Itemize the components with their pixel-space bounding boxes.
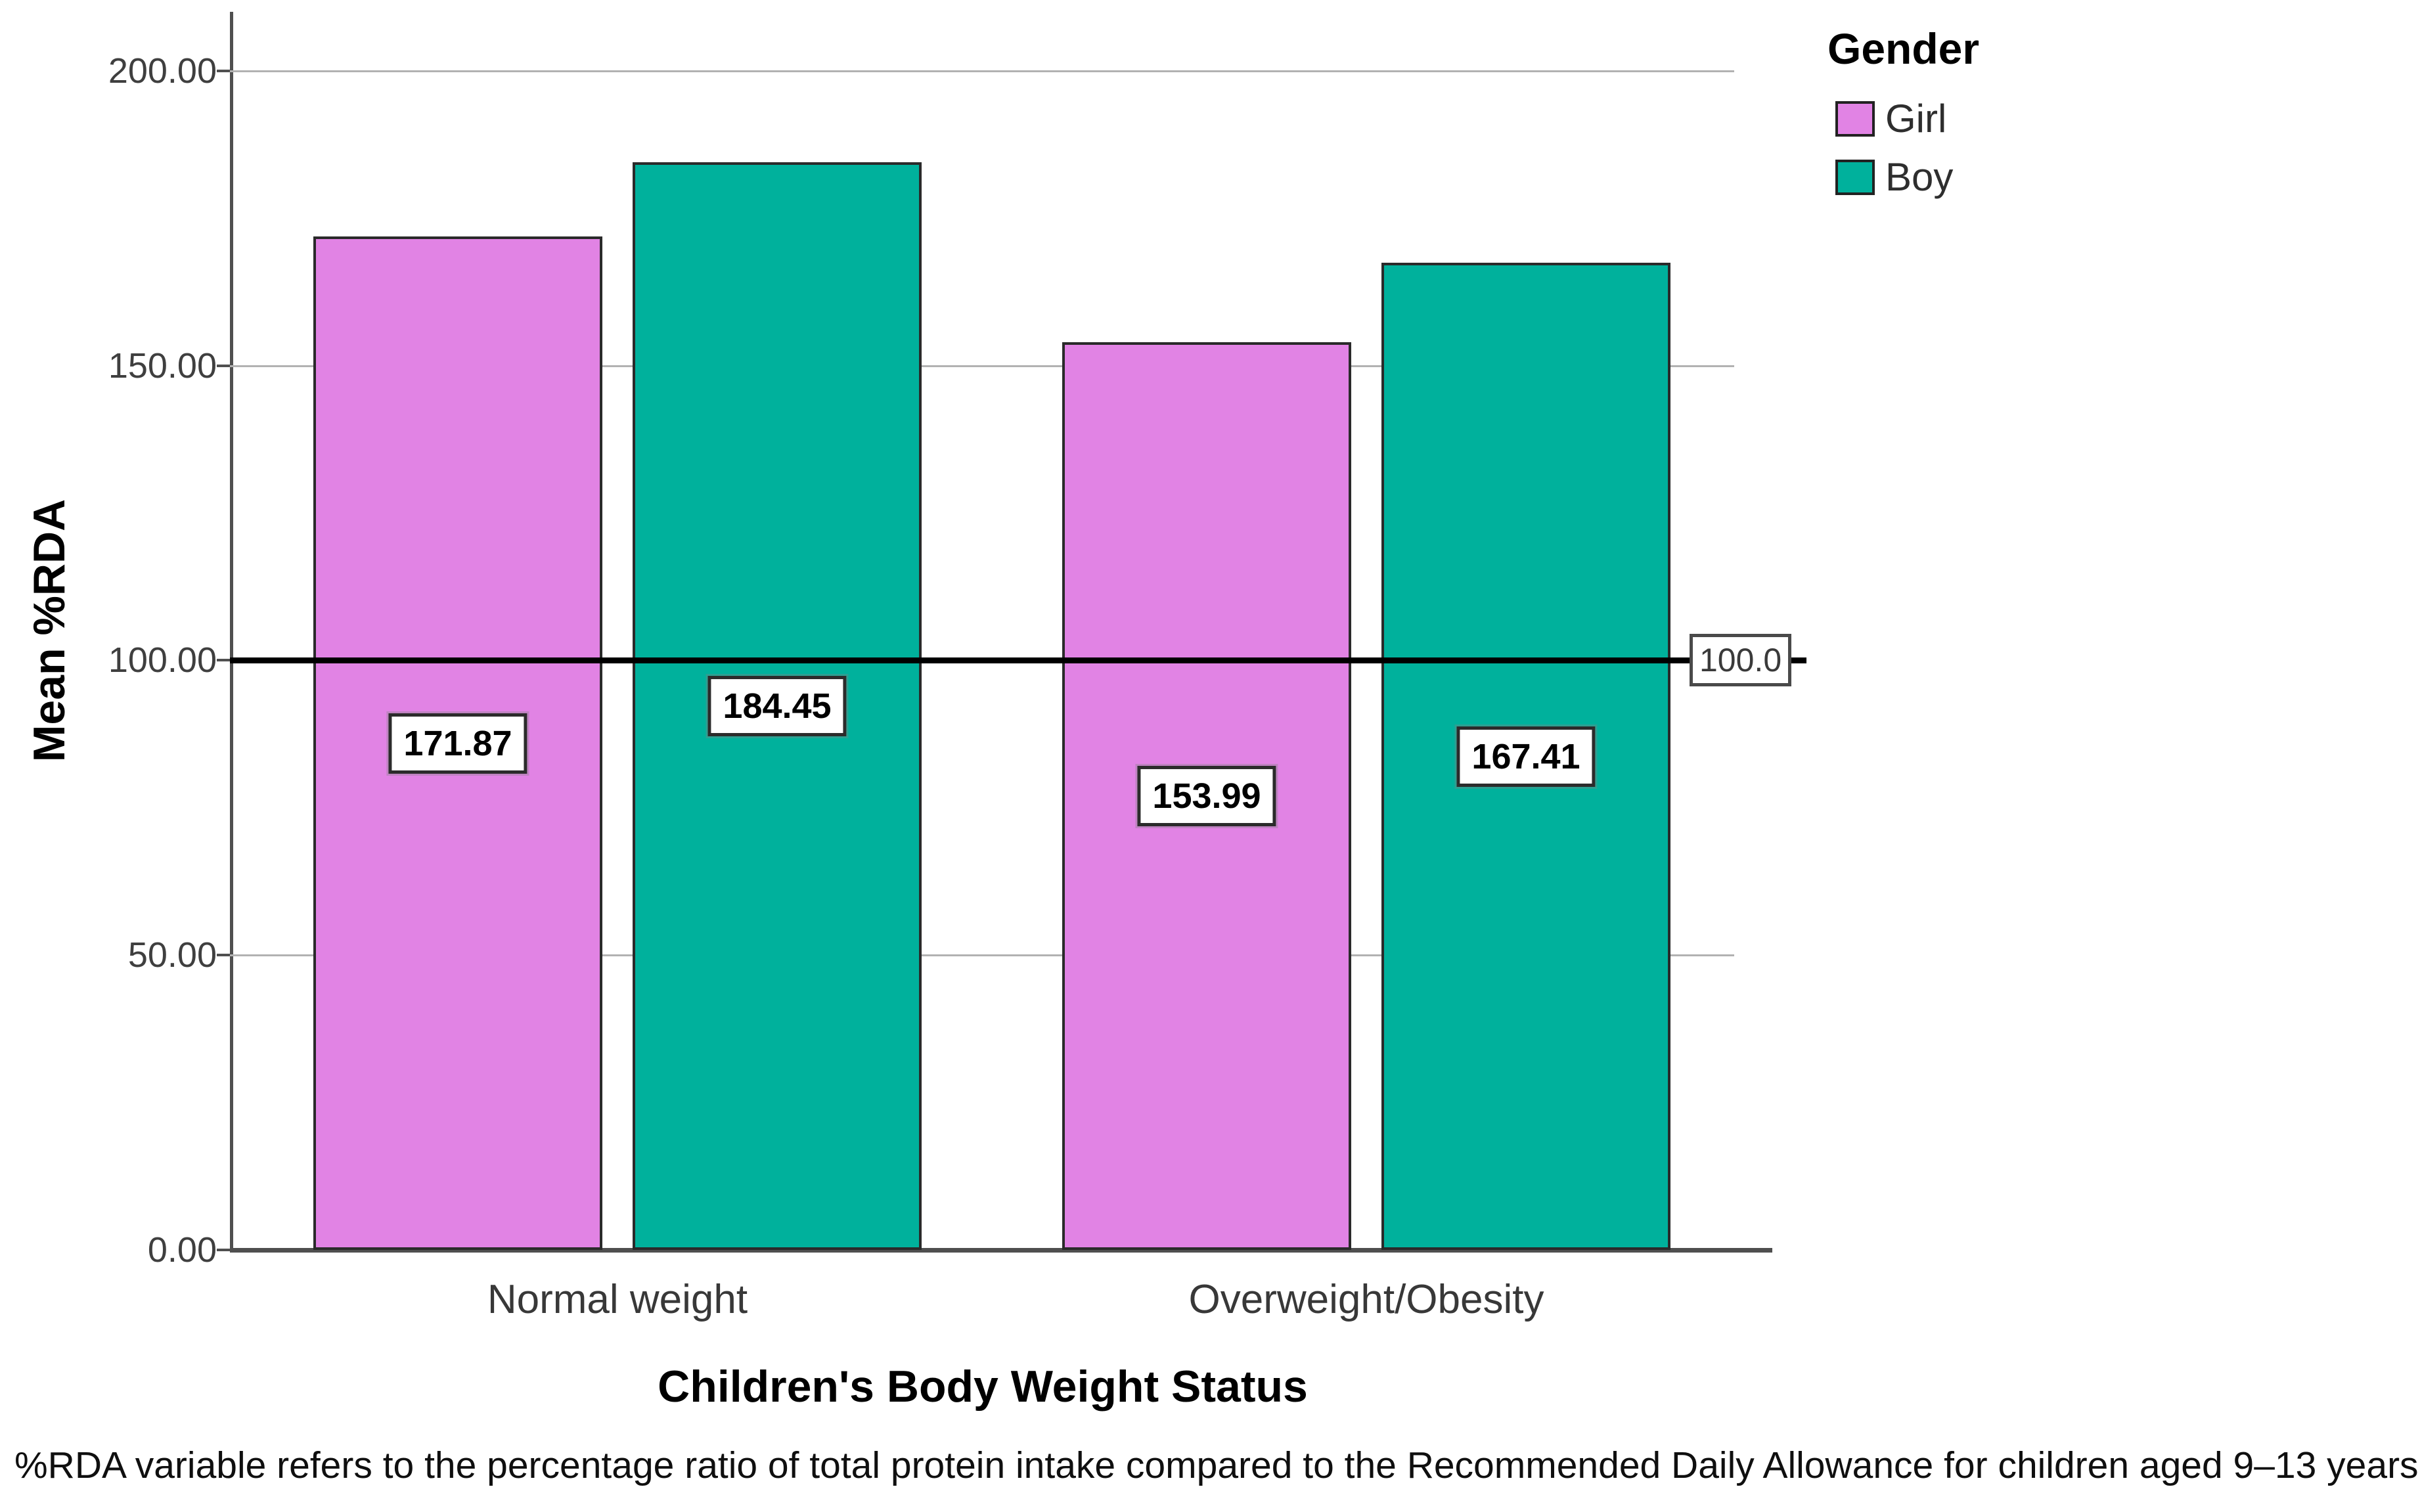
bar-boy-1: [1381, 263, 1670, 1250]
bar-value-label-girl-1: 153.99: [1137, 766, 1276, 826]
y-axis-title: Mean %RDA: [24, 499, 74, 763]
reference-line-label: 100.0: [1690, 634, 1792, 686]
y-axis-line: [230, 12, 233, 1253]
reference-line: [230, 657, 1806, 663]
y-tick-mark-100: [217, 659, 230, 661]
legend-item-girl: Girl: [1835, 96, 1979, 141]
y-tick-label-200: 200.00: [108, 51, 217, 91]
y-tick-mark-150: [217, 365, 230, 367]
legend-swatch-girl: [1835, 100, 1875, 137]
legend-label-girl: Girl: [1885, 97, 1947, 141]
y-tick-label-150: 150.00: [108, 346, 217, 386]
gridline-200: [230, 70, 1734, 72]
x-category-label-0: Normal weight: [487, 1277, 748, 1322]
y-tick-label-50: 50.00: [127, 935, 217, 975]
legend: Gender Girl Boy: [1827, 24, 1979, 200]
chart-footnote: %RDA variable refers to the percentage r…: [14, 1444, 2420, 1486]
x-category-label-1: Overweight/Obesity: [1188, 1277, 1544, 1322]
bar-value-label-boy-0: 184.45: [707, 676, 847, 736]
y-tick-label-100: 100.00: [108, 640, 217, 680]
legend-swatch-boy: [1835, 159, 1875, 195]
legend-item-boy: Boy: [1835, 154, 1979, 200]
legend-title: Gender: [1827, 24, 1980, 73]
y-tick-label-0: 0.00: [147, 1230, 217, 1270]
legend-items: Girl Boy: [1835, 96, 1979, 200]
bar-value-label-girl-0: 171.87: [388, 713, 527, 774]
gridline-150: [230, 365, 1734, 367]
legend-label-boy: Boy: [1885, 155, 1954, 199]
y-tick-mark-0: [217, 1249, 230, 1251]
bar-value-label-boy-1: 167.41: [1456, 726, 1596, 787]
x-axis-title: Children's Body Weight Status: [658, 1362, 1308, 1412]
y-tick-mark-50: [217, 954, 230, 956]
y-tick-mark-200: [217, 70, 230, 72]
x-axis-line: [230, 1248, 1772, 1253]
gridline-50: [230, 954, 1734, 956]
